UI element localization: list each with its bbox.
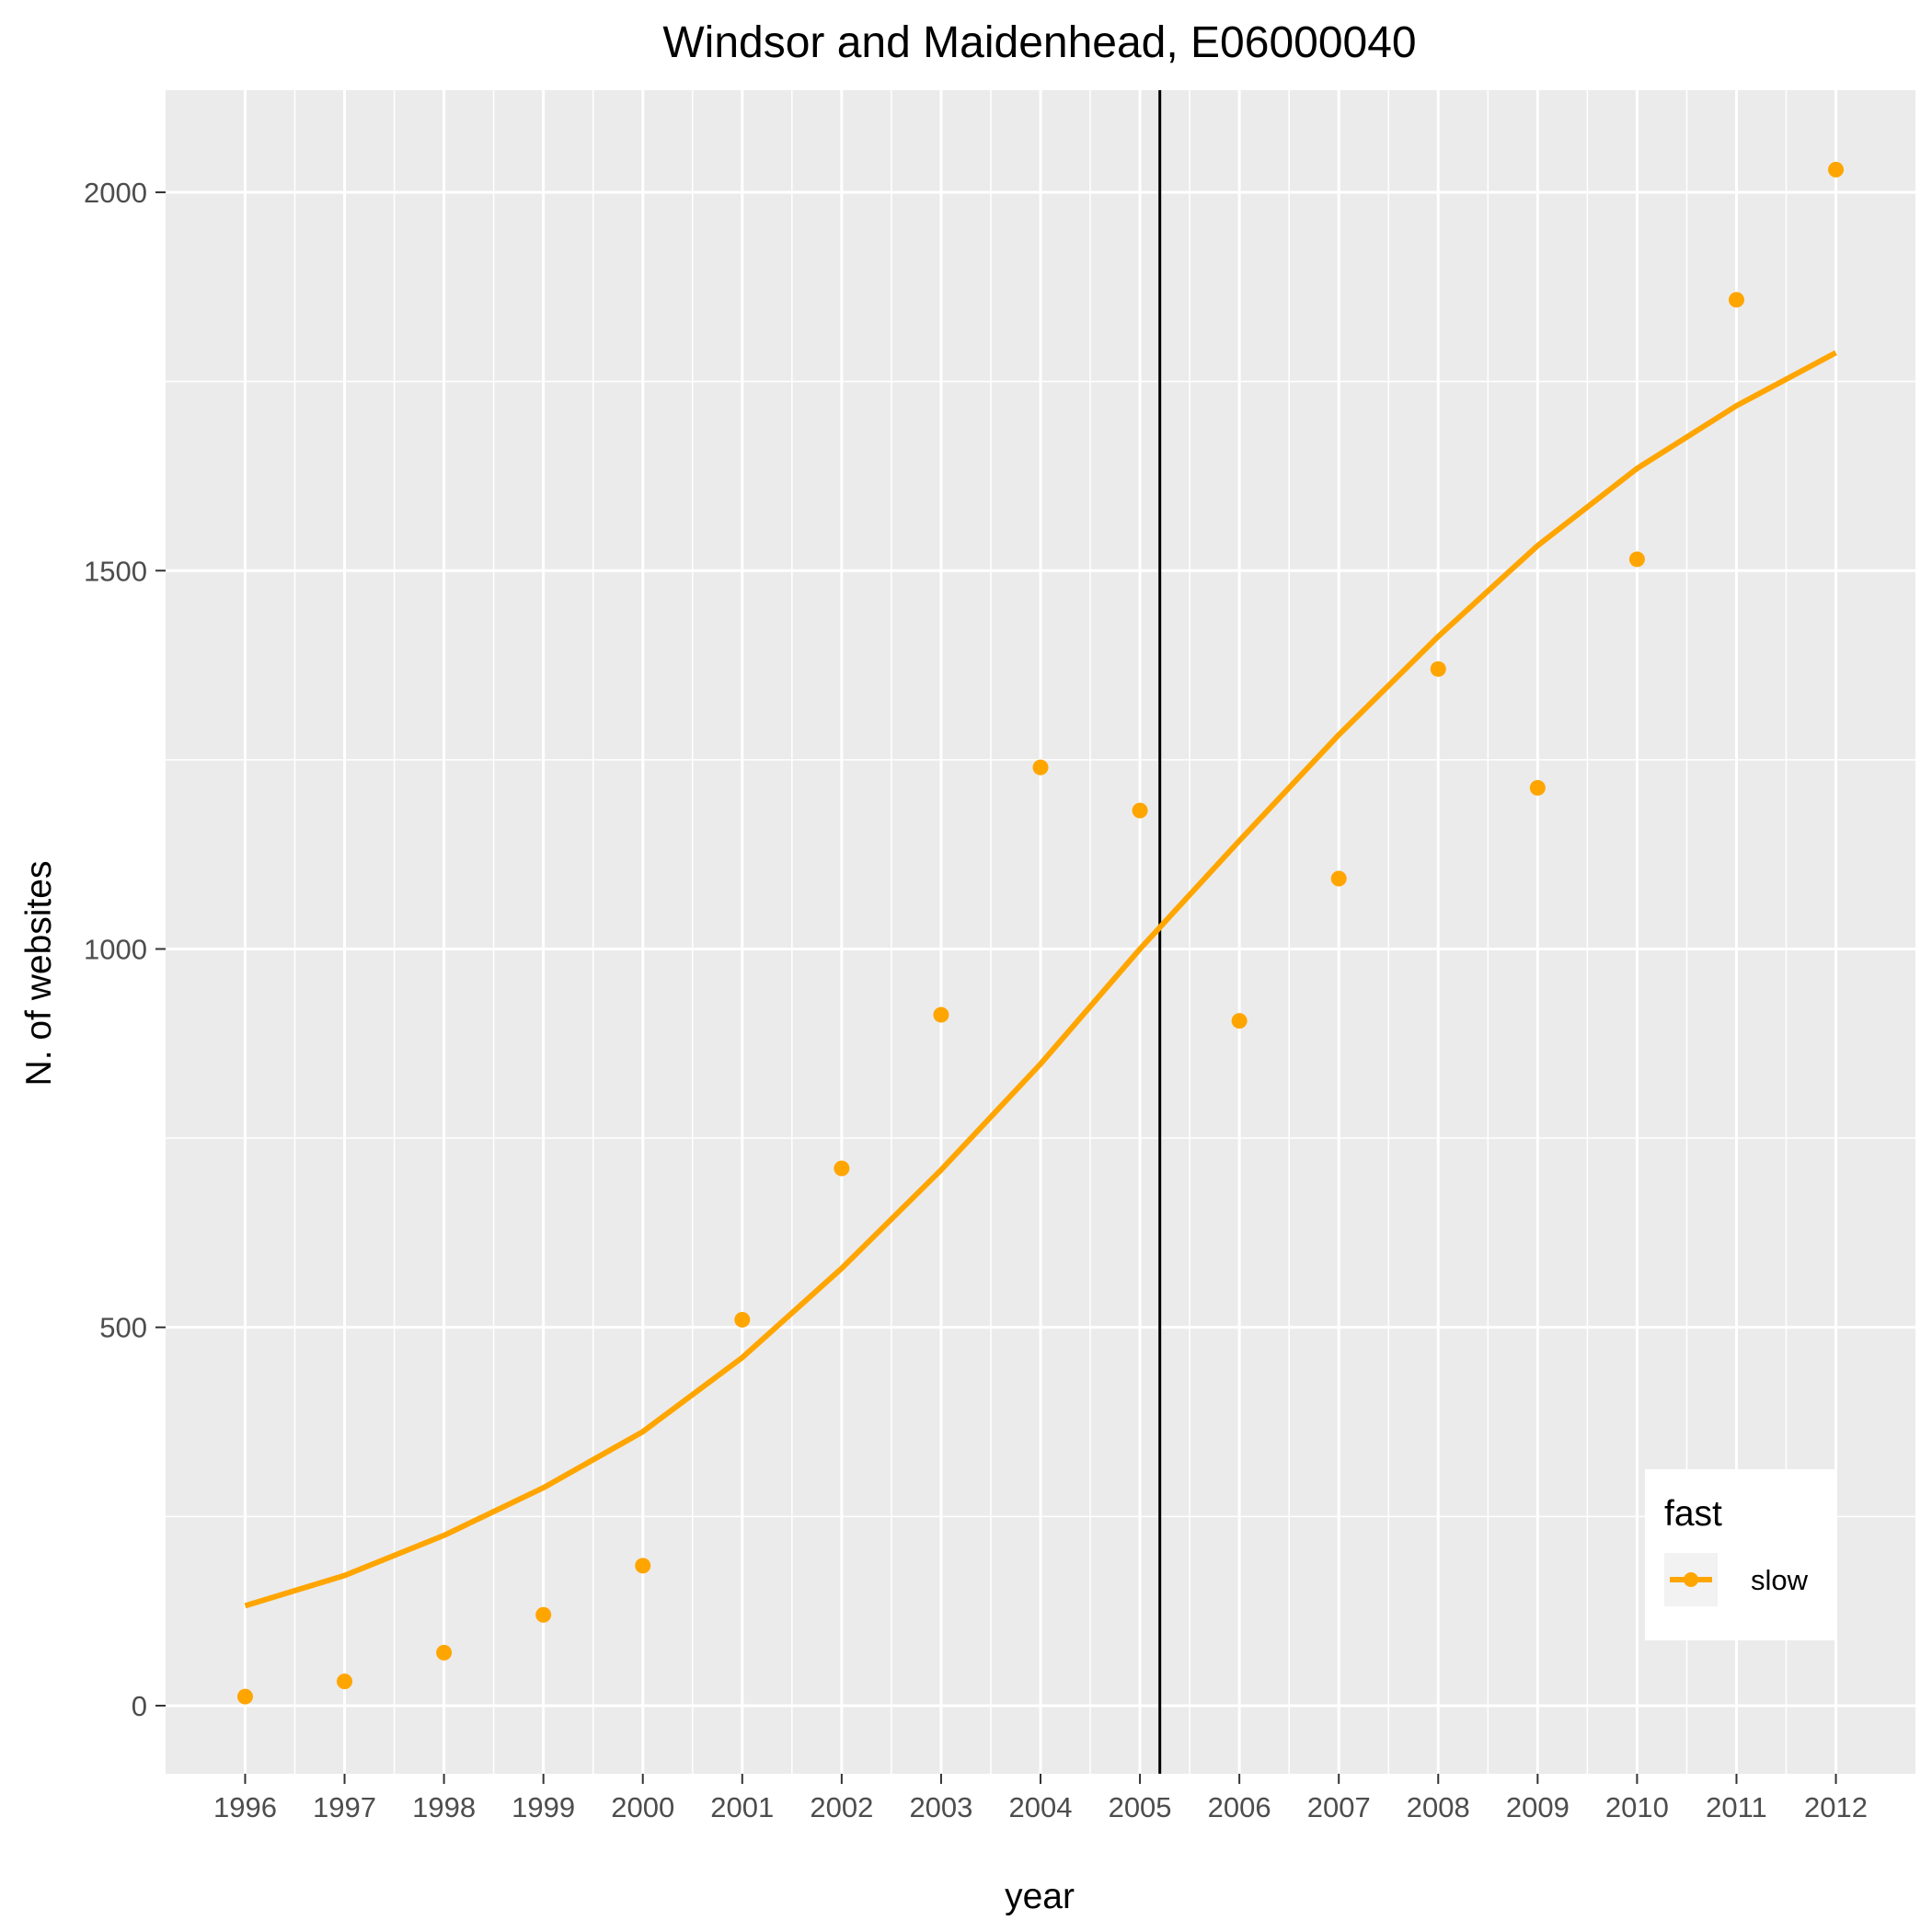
x-axis-ticks: 1996 1997 1998 1999 2000 2001 2002 2003 2004 2005…: [213, 1774, 1868, 1823]
x-tick-label: 1997: [313, 1791, 376, 1823]
x-tick-label: 2009: [1506, 1791, 1570, 1823]
x-tick-label: 2003: [909, 1791, 972, 1823]
data-point: [535, 1606, 552, 1623]
x-tick-label: 1996: [213, 1791, 277, 1823]
x-tick-label: 2012: [1804, 1791, 1868, 1823]
x-tick-label: 2010: [1605, 1791, 1669, 1823]
x-tick-label: 2004: [1009, 1791, 1073, 1823]
y-tick-label: 500: [99, 1312, 147, 1344]
data-point: [436, 1644, 453, 1661]
data-point: [1529, 779, 1546, 796]
legend-key-point: [1684, 1572, 1698, 1587]
y-tick-label: 1000: [84, 934, 147, 966]
data-point: [1231, 1013, 1248, 1029]
y-axis-ticks: 0 500 1000 1500 2000: [84, 177, 166, 1722]
data-point: [834, 1160, 850, 1177]
legend: fast slow: [1645, 1469, 1836, 1640]
legend-title: fast: [1664, 1494, 1722, 1534]
data-point: [1132, 802, 1148, 819]
chart-title: Windsor and Maidenhead, E06000040: [662, 18, 1416, 67]
y-tick-label: 1500: [84, 555, 147, 587]
x-tick-label: 2011: [1706, 1791, 1767, 1823]
x-tick-label: 1999: [512, 1791, 575, 1823]
y-axis-title: N. of websites: [19, 861, 59, 1087]
x-tick-label: 2007: [1307, 1791, 1371, 1823]
x-tick-label: 2000: [611, 1791, 674, 1823]
x-tick-label: 2001: [710, 1791, 774, 1823]
data-point: [635, 1558, 651, 1574]
data-point: [1728, 292, 1744, 308]
data-point: [337, 1673, 353, 1690]
x-tick-label: 1998: [412, 1791, 476, 1823]
y-tick-label: 0: [132, 1690, 147, 1722]
data-points-slow: [236, 161, 1845, 1705]
y-tick-label: 2000: [84, 177, 147, 209]
x-tick-label: 2002: [810, 1791, 873, 1823]
data-point: [236, 1688, 253, 1705]
x-tick-label: 2008: [1407, 1791, 1470, 1823]
legend-label-slow: slow: [1751, 1564, 1809, 1596]
data-point: [1628, 551, 1645, 568]
smooth-line-slow: [244, 350, 1837, 1609]
x-tick-label: 2006: [1208, 1791, 1271, 1823]
data-point: [734, 1312, 751, 1328]
data-point: [1430, 661, 1446, 677]
data-point: [1828, 161, 1845, 178]
major-gridlines: [166, 90, 1915, 1774]
data-point: [1330, 870, 1347, 887]
x-tick-label: 2005: [1109, 1791, 1172, 1823]
data-point: [933, 1006, 949, 1023]
data-point: [1032, 759, 1049, 776]
x-axis-title: year: [1005, 1877, 1075, 1916]
